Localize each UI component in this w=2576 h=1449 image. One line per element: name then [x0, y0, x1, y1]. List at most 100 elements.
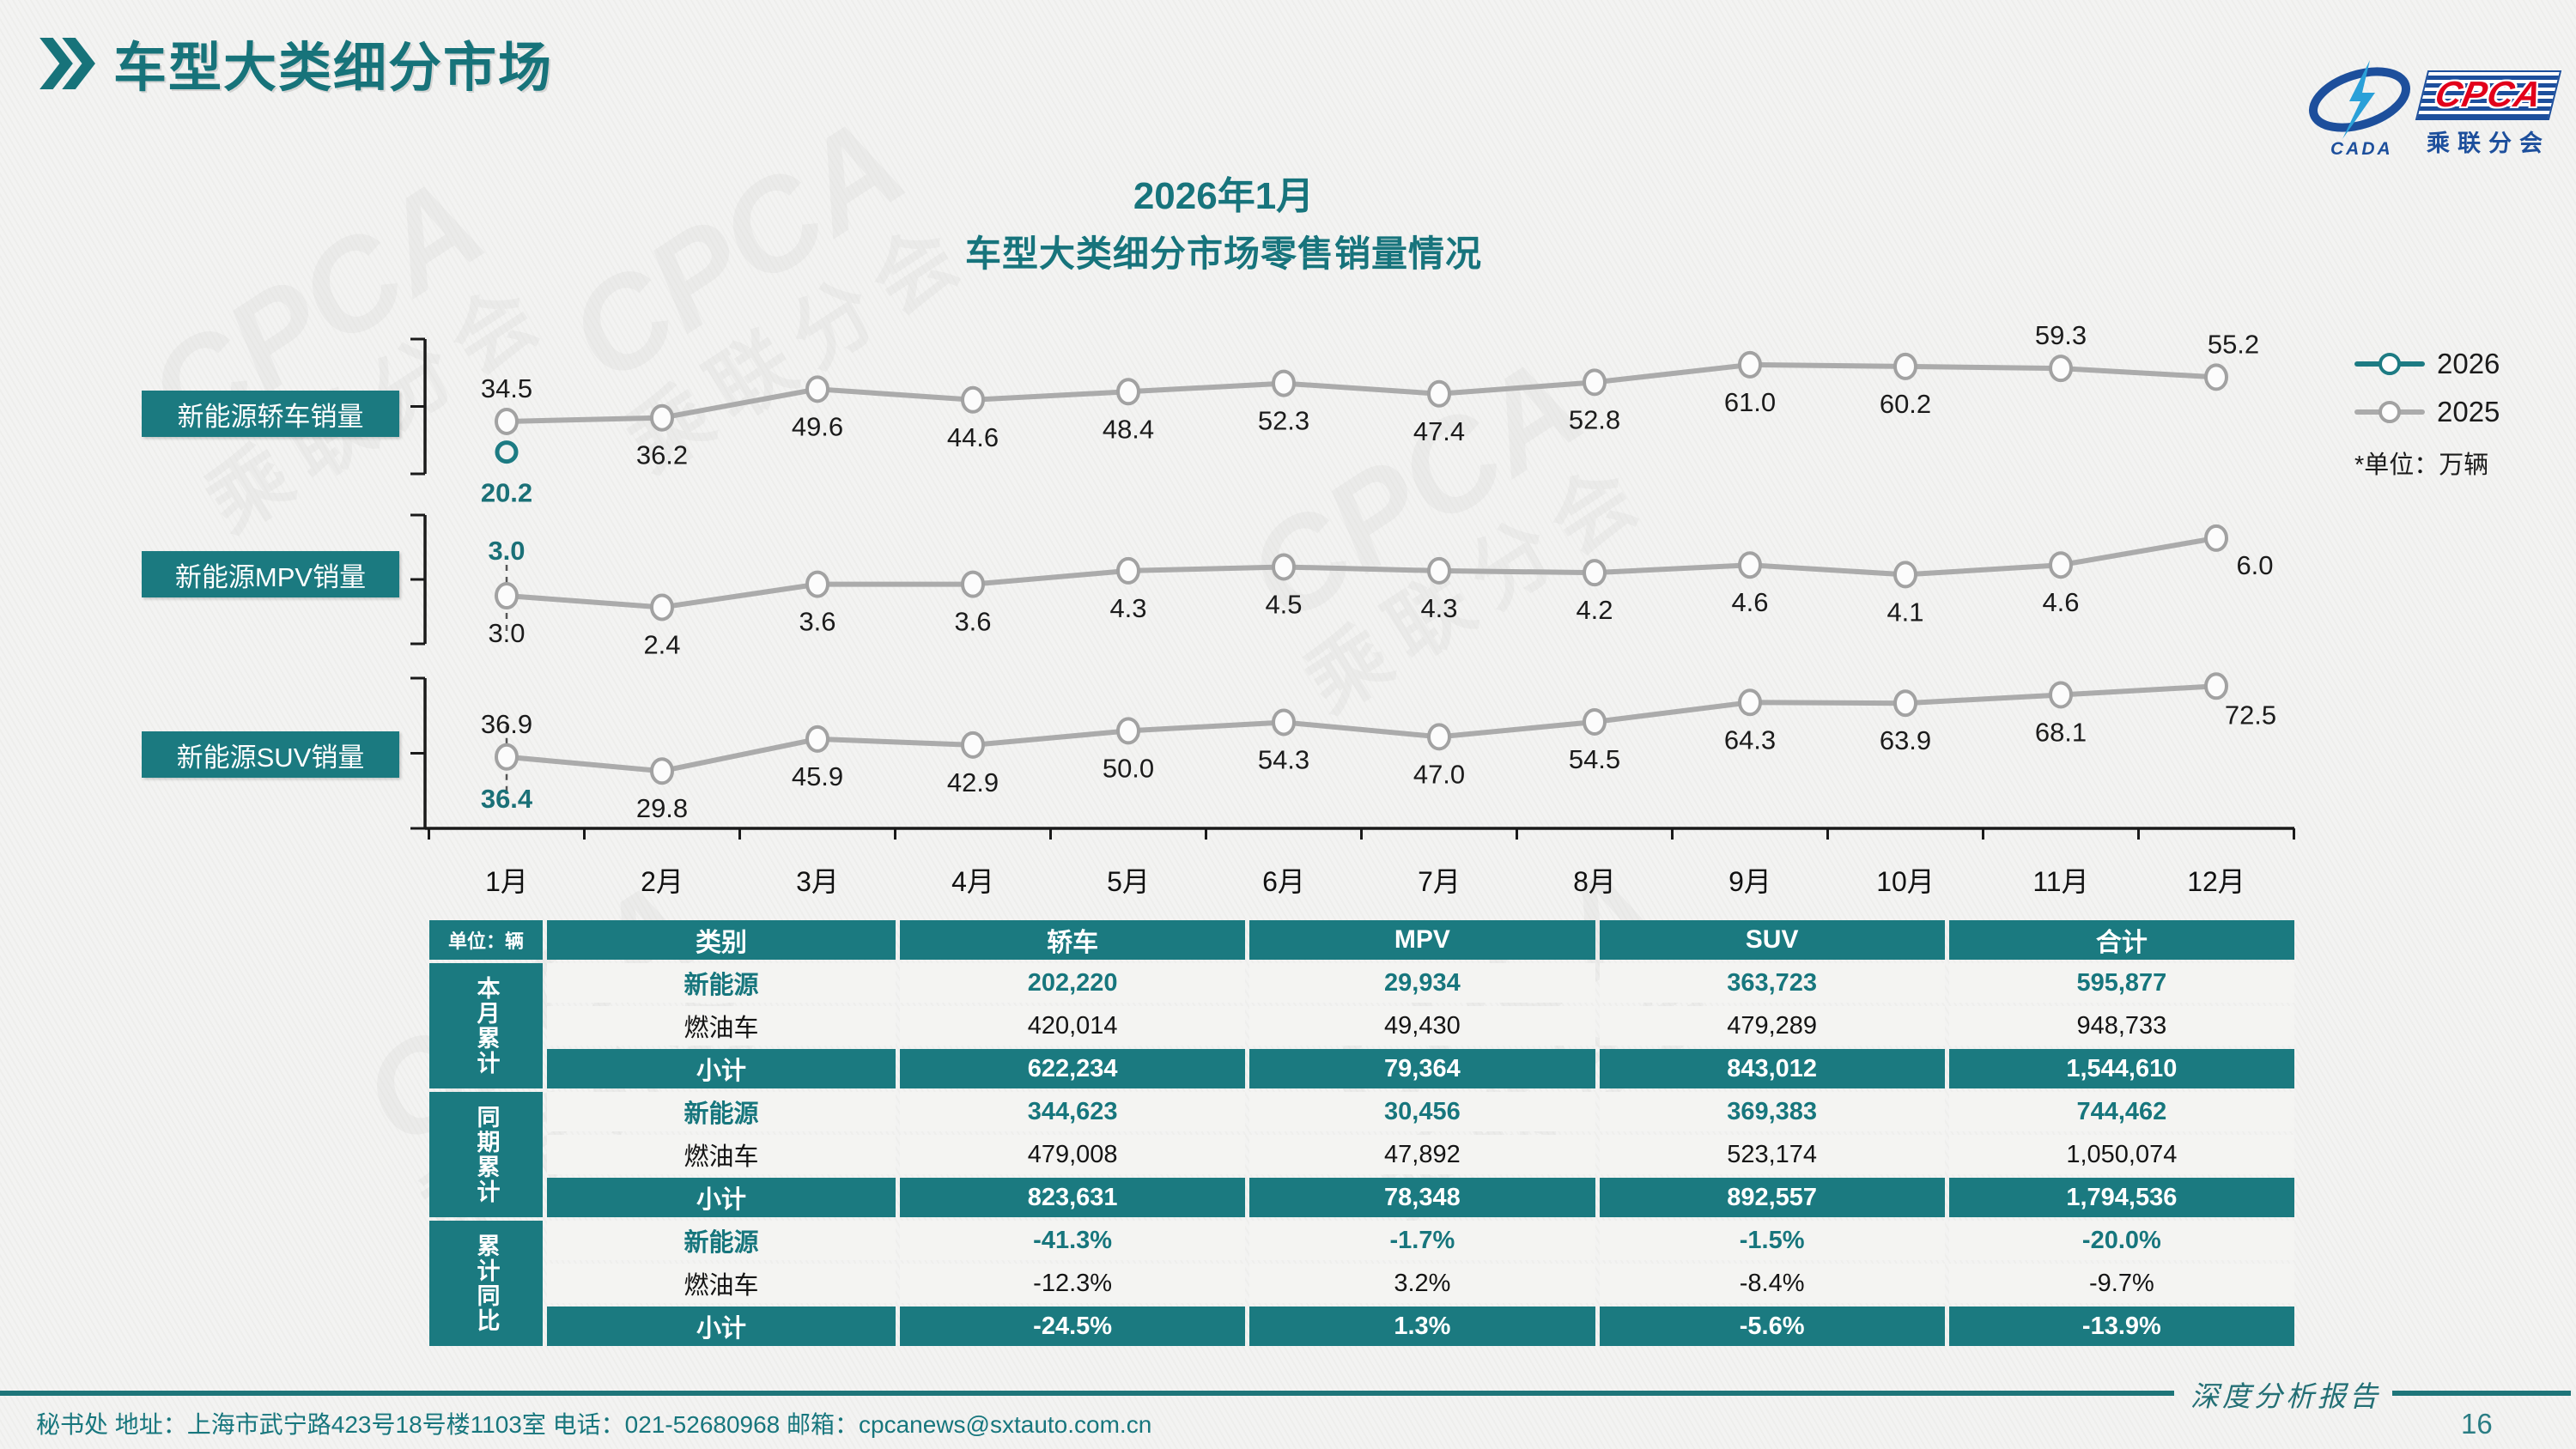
table-cell: -12.3% — [900, 1264, 1246, 1303]
marker-2025 — [2204, 672, 2228, 700]
marker-2025 — [1893, 352, 1917, 380]
data-label-2025: 3.6 — [799, 607, 835, 637]
cpca-logo: CADA CPCA 乘联分会 — [2306, 57, 2562, 160]
table-column-header: 轿车 — [900, 920, 1246, 960]
marker-2025 — [2204, 363, 2228, 391]
table-cell: -13.9% — [1948, 1307, 2294, 1346]
data-label-2025: 4.2 — [1576, 595, 1613, 625]
marker-2025 — [2049, 551, 2073, 579]
marker-2025 — [2204, 524, 2228, 552]
data-label-2025: 50.0 — [1103, 753, 1154, 783]
unit-note: *单位：万辆 — [2354, 452, 2489, 479]
marker-2025 — [961, 731, 985, 759]
chart-legend: 2026 2025 — [2354, 340, 2500, 436]
table-column-header: 合计 — [1948, 920, 2294, 960]
month-label: 12月 — [2187, 866, 2245, 897]
marker-2025 — [1272, 369, 1296, 397]
data-label-2025: 54.3 — [1258, 744, 1309, 774]
data-label-2025: 63.9 — [1880, 725, 1931, 755]
chart-title-line1: 2026年1月 — [1133, 175, 1315, 217]
marker-2025 — [1893, 561, 1917, 589]
table-cell: 1.3% — [1249, 1307, 1595, 1346]
marker-2025 — [1116, 556, 1140, 585]
table-cell: 344,623 — [900, 1092, 1246, 1131]
data-label-2025: 29.8 — [636, 793, 688, 823]
data-label-2025: 4.3 — [1420, 593, 1457, 623]
table-row-label: 燃油车 — [547, 1006, 896, 1046]
table-row-label: 小计 — [547, 1178, 896, 1217]
line-2025 — [506, 535, 2217, 610]
data-label-2025: 42.9 — [947, 767, 999, 797]
data-label-2025: 54.5 — [1569, 744, 1620, 774]
data-label-2025: 61.0 — [1724, 387, 1776, 417]
marker-2025 — [650, 593, 674, 621]
marker-2025 — [1272, 553, 1296, 581]
marker-2025 — [2049, 355, 2073, 383]
table-cell: 843,012 — [1599, 1049, 1945, 1088]
month-label: 9月 — [1728, 866, 1771, 897]
table-group-label: 累计同比 — [429, 1221, 543, 1346]
data-label-2025: 44.6 — [947, 422, 999, 452]
line-2025 — [506, 361, 2217, 424]
table-cell: 595,877 — [1948, 963, 2294, 1003]
marker-2026 — [495, 440, 519, 464]
marker-2025 — [1583, 368, 1607, 397]
marker-2025 — [650, 403, 674, 432]
cada-logo-mark: CADA — [2308, 60, 2411, 158]
footer-divider-line — [0, 1391, 2174, 1396]
data-label-2025: 36.9 — [481, 709, 532, 739]
marker-2025 — [1427, 379, 1451, 408]
marker-2025 — [805, 724, 829, 753]
table-row-label: 新能源 — [547, 1092, 896, 1131]
table-row-label: 小计 — [547, 1049, 896, 1088]
footer-contact-info: 秘书处 地址：上海市武宁路423号18号楼1103室 电话：021-526809… — [36, 1411, 1152, 1438]
chart-title: 2026年1月 车型大类细分市场零售销量情况 — [365, 165, 2082, 277]
report-type-label: 深度分析报告 — [2190, 1382, 2381, 1413]
marker-2025 — [1893, 689, 1917, 718]
data-label-2025: 2.4 — [643, 629, 680, 659]
marker-2025 — [1738, 350, 1762, 379]
table-cell: 30,456 — [1249, 1092, 1595, 1131]
data-label-2026: 36.4 — [481, 784, 533, 814]
series-label-nev-mpv: 新能源MPV销量 — [142, 551, 399, 597]
marker-2025 — [961, 385, 985, 414]
table-cell: -1.7% — [1249, 1221, 1595, 1260]
month-label: 2月 — [641, 866, 683, 897]
legend-item-2026: 2026 — [2354, 340, 2500, 388]
table-cell: -24.5% — [900, 1307, 1246, 1346]
data-label-2025: 52.8 — [1569, 404, 1620, 434]
table-group-label: 本月累计 — [429, 963, 543, 1088]
legend-2026-label: 2026 — [2437, 348, 2500, 379]
lightning-bolt-icon — [2342, 60, 2375, 139]
data-label-2025: 55.2 — [2208, 329, 2259, 359]
table-cell: 29,934 — [1249, 963, 1595, 1003]
table-cell: 479,289 — [1599, 1006, 1945, 1046]
table-cell: 523,174 — [1599, 1135, 1945, 1174]
series-label-nev-suv: 新能源SUV销量 — [142, 731, 399, 778]
marker-2025 — [1116, 717, 1140, 745]
marker-2025 — [1738, 551, 1762, 579]
table-unit-label: 单位：辆 — [429, 920, 543, 960]
footer-divider-line-right — [2392, 1391, 2571, 1396]
table-cell: 363,723 — [1599, 963, 1945, 1003]
table-cell: 369,383 — [1599, 1092, 1945, 1131]
table-cell: 49,430 — [1249, 1006, 1595, 1046]
table-cell: 948,733 — [1948, 1006, 2294, 1046]
table-row-label: 燃油车 — [547, 1135, 896, 1174]
line-2025 — [506, 683, 2217, 774]
chart-title-line2: 车型大类细分市场零售销量情况 — [964, 233, 1482, 274]
data-label-2025: 4.6 — [2042, 587, 2079, 617]
data-label-2025: 64.3 — [1724, 724, 1776, 755]
table-cell: 3.2% — [1249, 1264, 1595, 1303]
table-column-header: MPV — [1249, 920, 1595, 960]
table-cell: -41.3% — [900, 1221, 1246, 1260]
table-cell: 420,014 — [900, 1006, 1246, 1046]
table-row-label: 小计 — [547, 1307, 896, 1346]
table-cell: 892,557 — [1599, 1178, 1945, 1217]
data-label-2025: 72.5 — [2225, 700, 2276, 730]
legend-item-2025: 2025 — [2354, 388, 2500, 436]
table-cell: 47,892 — [1249, 1135, 1595, 1174]
table-cell: 622,234 — [900, 1049, 1246, 1088]
table-row-label: 新能源 — [547, 963, 896, 1003]
